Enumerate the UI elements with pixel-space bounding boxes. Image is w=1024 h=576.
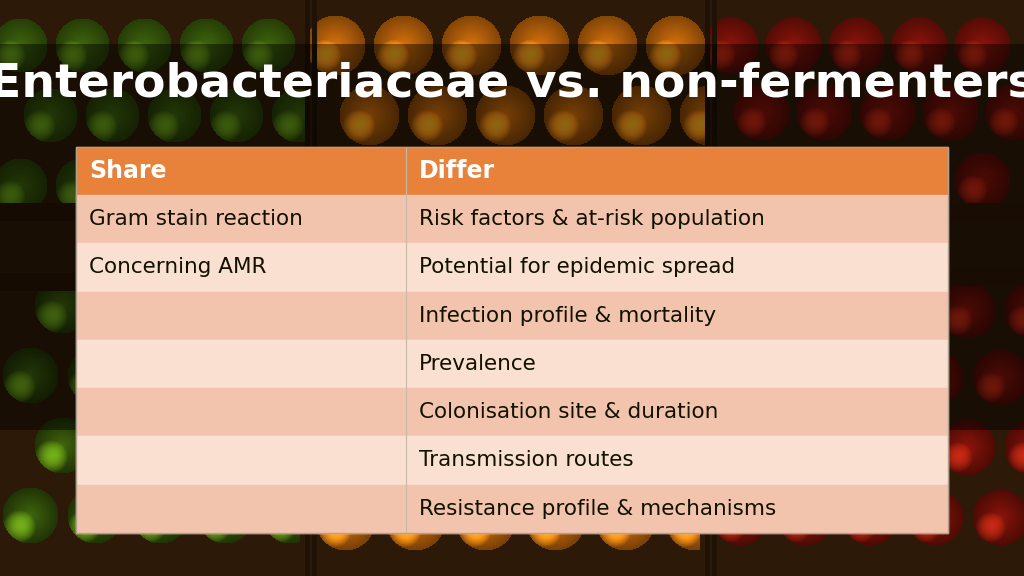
- Text: Prevalence: Prevalence: [419, 354, 537, 374]
- Bar: [76, 244, 948, 291]
- Text: Gram stain reaction: Gram stain reaction: [89, 209, 303, 229]
- Bar: [76, 437, 948, 484]
- Text: Risk factors & at-risk population: Risk factors & at-risk population: [419, 209, 765, 229]
- Text: Enterobacteriaceae vs. non-fermenters: Enterobacteriaceae vs. non-fermenters: [0, 61, 1024, 106]
- Bar: [76, 147, 948, 195]
- Bar: [76, 388, 948, 437]
- Bar: [76, 291, 948, 340]
- Text: Potential for epidemic spread: Potential for epidemic spread: [419, 257, 735, 278]
- Text: Colonisation site & duration: Colonisation site & duration: [419, 402, 719, 422]
- Bar: [76, 147, 948, 533]
- Bar: [76, 484, 948, 533]
- Text: Concerning AMR: Concerning AMR: [89, 257, 266, 278]
- Text: Infection profile & mortality: Infection profile & mortality: [419, 306, 716, 325]
- Bar: [76, 340, 948, 388]
- Bar: [76, 195, 948, 244]
- Text: Transmission routes: Transmission routes: [419, 450, 634, 471]
- Text: Share: Share: [89, 159, 167, 183]
- Text: Resistance profile & mechanisms: Resistance profile & mechanisms: [419, 499, 776, 518]
- Text: Differ: Differ: [419, 159, 496, 183]
